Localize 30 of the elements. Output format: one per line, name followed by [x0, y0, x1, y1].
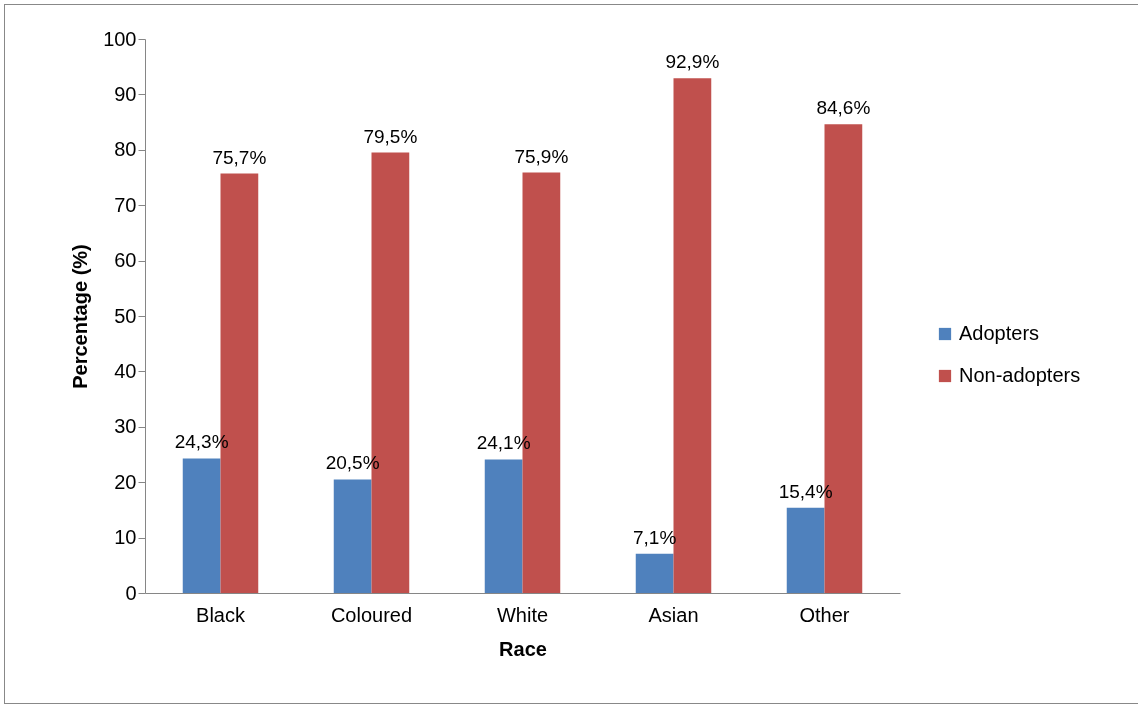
data-label: 79,5%	[363, 125, 418, 147]
legend-label: Adopters	[959, 322, 1040, 344]
x-tick-label: Asian	[648, 603, 699, 626]
bar	[182, 458, 221, 593]
y-tick-label: 70	[114, 193, 137, 216]
x-tick-label: Other	[799, 603, 850, 626]
y-tick-label: 40	[114, 359, 137, 382]
legend-label: Non-adopters	[959, 364, 1081, 386]
y-tick-label: 80	[114, 138, 137, 161]
y-tick-label: 100	[103, 27, 137, 50]
bar	[786, 507, 825, 593]
x-tick-label: White	[496, 603, 549, 626]
bar	[635, 553, 674, 593]
y-tick-label: 50	[114, 304, 137, 327]
y-tick-label: 20	[114, 470, 137, 493]
data-label: 92,9%	[665, 51, 720, 73]
x-tick-label: Black	[196, 603, 246, 626]
y-axis-title: Percentage (%)	[69, 244, 92, 389]
x-axis-title: Race	[499, 637, 547, 660]
data-label: 75,9%	[514, 145, 569, 167]
y-tick-label: 30	[114, 415, 137, 438]
data-label: 84,6%	[816, 97, 871, 119]
bar	[333, 479, 372, 593]
bar	[484, 459, 523, 593]
data-label: 75,7%	[212, 146, 267, 168]
x-tick-label: Coloured	[330, 603, 413, 626]
y-tick-label: 10	[114, 526, 137, 549]
y-tick-label: 60	[114, 249, 137, 272]
y-tick-label: 0	[125, 581, 137, 604]
y-tick-label: 90	[114, 82, 137, 105]
